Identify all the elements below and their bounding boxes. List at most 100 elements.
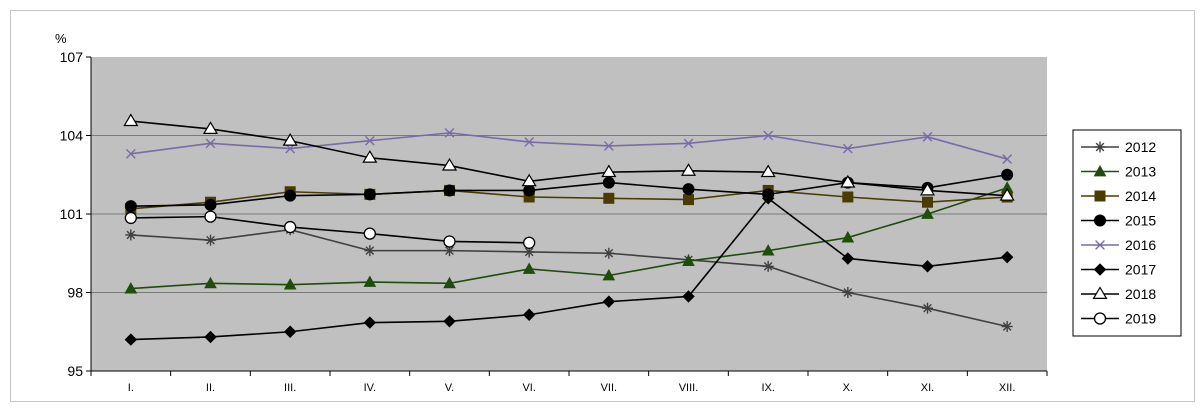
data-point-2018 [999, 188, 1015, 201]
data-point-2016 [922, 131, 933, 142]
data-point-2013 [204, 276, 217, 289]
data-point-2018 [840, 174, 856, 188]
series-line-2016 [130, 132, 1008, 160]
x-tick-label: XI. [921, 382, 934, 394]
x-tick-label: VIII. [679, 382, 699, 394]
series-2013 [124, 181, 1014, 294]
data-point-2015 [204, 198, 217, 211]
legend-label: 2014 [1125, 188, 1156, 204]
data-point-2018 [441, 157, 458, 171]
legend-item-2015: 2015 [1081, 213, 1156, 229]
x-tick-label: X. [843, 382, 853, 394]
data-point-2014 [922, 196, 933, 208]
legend-label: 2012 [1125, 139, 1156, 155]
data-point-2019 [204, 210, 217, 223]
data-point-2017 [204, 330, 217, 344]
data-point-2013 [363, 275, 377, 287]
data-point-2019 [523, 236, 536, 249]
data-point-2012 [444, 245, 455, 257]
data-point-2019 [443, 235, 456, 248]
data-point-2012 [364, 245, 376, 257]
data-point-2017 [443, 315, 456, 328]
data-point-2019 [363, 227, 376, 240]
legend-swatch-marker [1092, 286, 1108, 299]
legend-item-2018: 2018 [1081, 286, 1156, 302]
legend-swatch-marker [1095, 240, 1105, 250]
x-tick-label: VII. [601, 382, 618, 394]
legend-swatch-marker [1094, 141, 1106, 153]
legend-label: 2013 [1125, 164, 1156, 180]
y-tick-label: 101 [60, 206, 84, 222]
x-tick-label: IV. [364, 382, 376, 394]
y-tick-label: 95 [67, 363, 83, 379]
data-point-2016 [603, 141, 614, 151]
series-line-2017 [130, 197, 1008, 341]
data-point-2018 [760, 164, 776, 178]
data-point-2018 [282, 133, 298, 146]
legend-box [1072, 129, 1182, 337]
data-point-2012 [842, 287, 854, 298]
legend-swatch-marker [1094, 190, 1106, 202]
data-point-2013 [522, 262, 536, 274]
legend-label: 2017 [1125, 262, 1156, 278]
series-line-2012 [130, 228, 1008, 328]
series-2018 [123, 113, 1015, 201]
data-point-2013 [682, 254, 695, 266]
data-point-2017 [682, 290, 695, 303]
data-point-2013 [841, 231, 855, 243]
data-point-2019 [124, 211, 137, 225]
legend-label: 2016 [1125, 237, 1156, 253]
data-point-2017 [841, 252, 855, 265]
data-point-2015 [284, 189, 297, 202]
legend-item-2013: 2013 [1081, 164, 1156, 180]
data-point-2018 [123, 113, 139, 127]
data-point-2016 [842, 143, 853, 154]
data-point-2013 [921, 207, 934, 219]
data-point-2016 [205, 138, 216, 149]
data-point-2013 [124, 282, 138, 294]
x-tick-label: I. [128, 382, 134, 394]
data-point-2012 [1001, 321, 1013, 333]
legend-item-2016: 2016 [1081, 237, 1156, 253]
data-point-2017 [522, 308, 536, 321]
y-axis-label: % [55, 31, 67, 46]
line-chart: 95 98 101 104 107 I. II. III. IV. V. VI. VII. VIII. I… [55, 31, 1182, 394]
series-2015 [124, 168, 1014, 213]
data-point-2012 [922, 302, 933, 314]
data-point-2013 [443, 276, 456, 289]
data-point-2017 [124, 333, 138, 346]
data-point-2017 [761, 192, 775, 205]
data-point-2017 [363, 316, 377, 329]
series-2019 [124, 210, 536, 249]
data-point-2012 [205, 234, 216, 246]
series-line-2013 [130, 187, 1008, 290]
data-point-2017 [283, 325, 297, 338]
legend-swatch-marker [1093, 164, 1107, 177]
data-point-2016 [364, 135, 375, 146]
data-point-2017 [1000, 250, 1014, 264]
data-point-2015 [602, 176, 615, 189]
x-tick-label: IX. [761, 382, 774, 394]
data-point-2018 [521, 173, 537, 187]
data-point-2018 [919, 182, 936, 196]
data-point-2017 [921, 260, 934, 273]
data-point-2015 [124, 200, 137, 213]
data-point-2013 [283, 278, 297, 290]
data-point-2012 [125, 229, 137, 241]
y-tick-label: 98 [67, 285, 83, 301]
data-point-2012 [523, 246, 535, 258]
legend-label: 2018 [1125, 286, 1156, 302]
x-tick-label: III. [284, 382, 296, 394]
y-tick-label: 104 [60, 128, 84, 144]
data-point-2018 [202, 121, 219, 134]
data-point-2015 [523, 184, 536, 197]
data-point-2015 [443, 184, 456, 197]
legend-item-2012: 2012 [1081, 139, 1156, 155]
legend-item-2019: 2019 [1081, 311, 1156, 327]
data-point-2019 [284, 220, 297, 234]
legend-swatch-marker [1093, 312, 1107, 325]
data-point-2012 [603, 247, 615, 259]
data-point-2018 [601, 164, 617, 178]
series-line-2018 [130, 120, 1008, 197]
data-point-2018 [362, 150, 378, 163]
